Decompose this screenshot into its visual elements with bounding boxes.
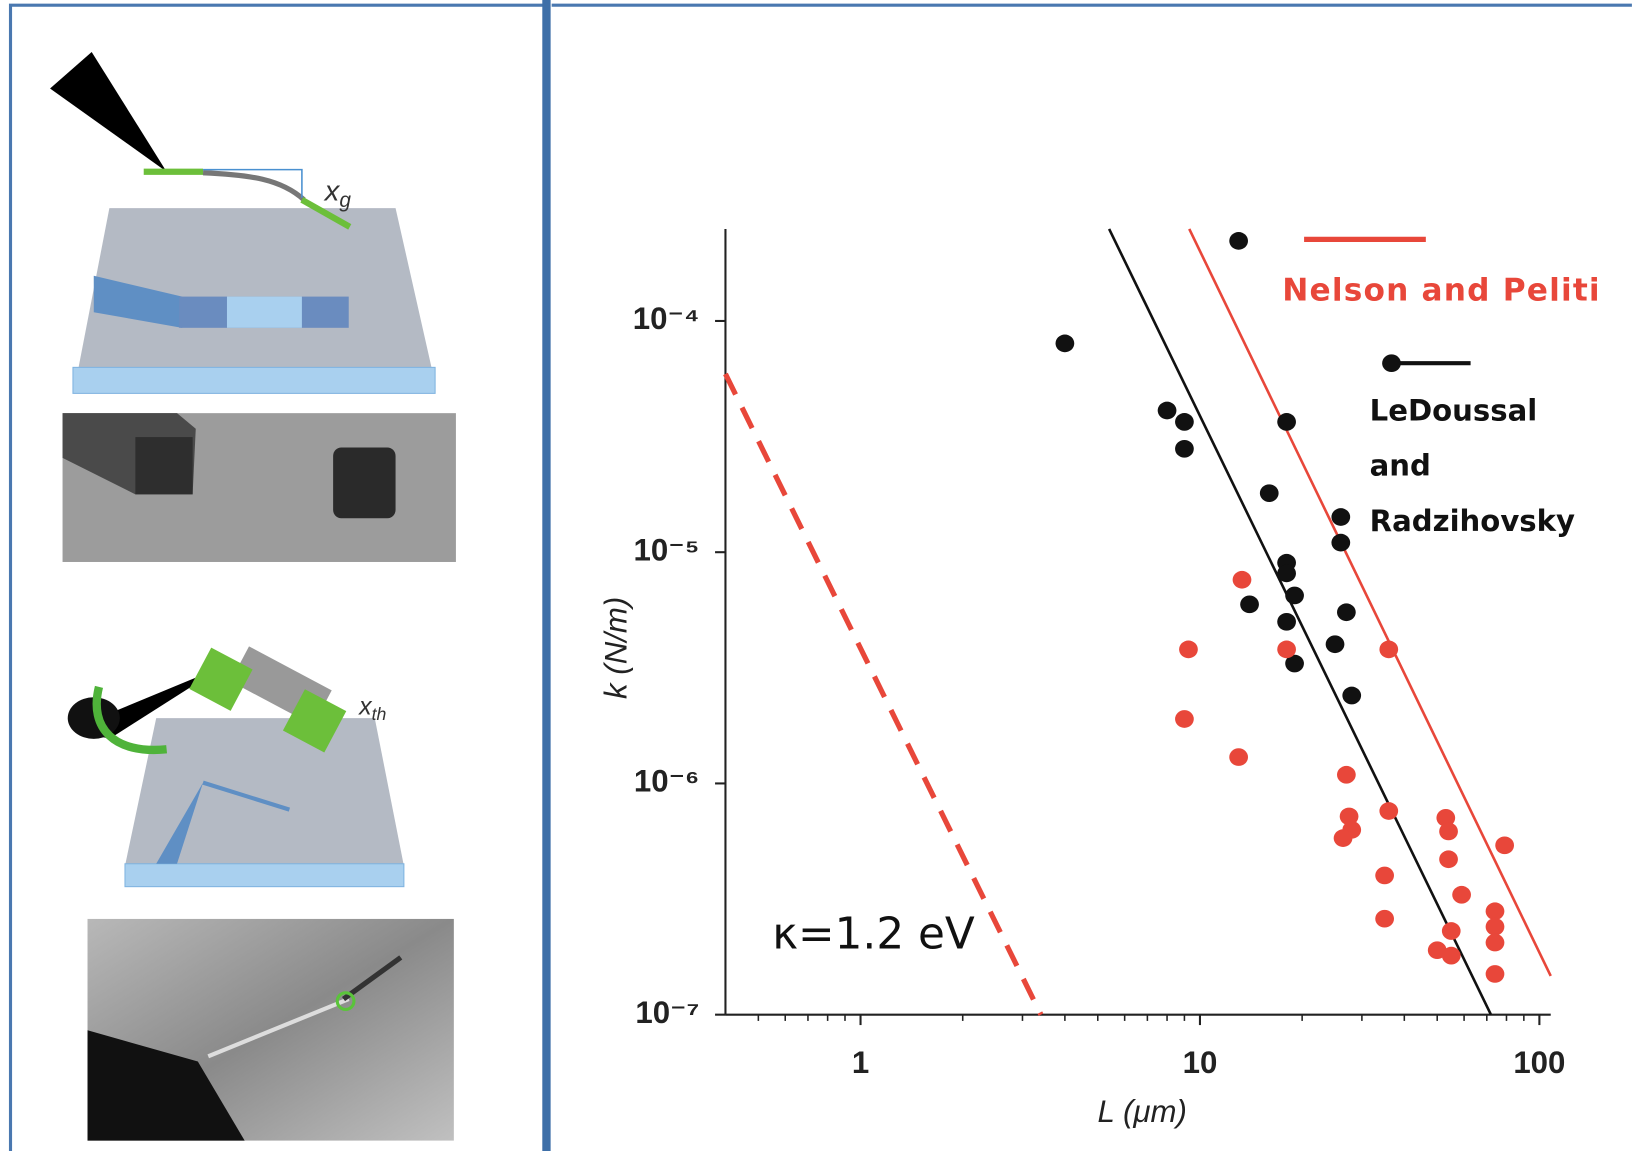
- photo-top: [63, 413, 456, 562]
- y-axis-label: k (N/m): [599, 597, 634, 699]
- illustration-top: xg: [50, 52, 435, 393]
- data-point: [1439, 850, 1458, 868]
- data-point: [1277, 565, 1296, 583]
- data-point: [1233, 571, 1252, 589]
- data-point: [1337, 766, 1356, 784]
- legend-box: LeDoussal and Radzihovsky: [1370, 383, 1632, 560]
- fit-line: [1109, 229, 1491, 1015]
- data-point: [1277, 641, 1296, 659]
- data-point: [1337, 603, 1356, 621]
- y-tick-label: 10⁻⁵: [634, 532, 700, 567]
- data-point: [1229, 748, 1248, 766]
- y-tick-label: 10⁻⁶: [634, 764, 700, 799]
- page: xg xth 1 10 100 10⁻⁷ 10⁻⁶ 10⁻⁵ 10⁻⁴ L (μm) k (N/…: [0, 0, 1632, 1156]
- figure: xg xth 1 10 100 10⁻⁷ 10⁻⁶ 10⁻⁵ 10⁻⁴ L (μm) k (N/…: [0, 0, 1632, 1151]
- data-point: [1326, 635, 1345, 653]
- y-tick-label: 10⁻⁷: [635, 995, 699, 1030]
- data-point: [1375, 910, 1394, 928]
- x-tick-label: 100: [1513, 1045, 1565, 1080]
- data-point: [1342, 687, 1361, 705]
- data-point: [1277, 413, 1296, 431]
- data-point: [1331, 534, 1350, 552]
- data-point: [1179, 641, 1198, 659]
- x-tick-label: 1: [852, 1045, 869, 1080]
- data-point: [1452, 886, 1471, 904]
- data-point: [1056, 335, 1075, 353]
- data-point: [1486, 918, 1505, 936]
- data-point: [1229, 232, 1248, 250]
- data-point: [1379, 802, 1398, 820]
- data-point: [1260, 484, 1279, 502]
- x-tick-label: 10: [1183, 1045, 1218, 1080]
- data-point: [1277, 613, 1296, 631]
- data-point: [1285, 587, 1304, 605]
- data-point: [1334, 829, 1353, 847]
- data-point: [1442, 922, 1461, 940]
- legend-marker: [1382, 354, 1401, 372]
- plot: 1 10 100 10⁻⁷ 10⁻⁶ 10⁻⁵ 10⁻⁴ L (μm) k (N/m) κ=1.2…: [599, 229, 1632, 1129]
- data-point: [1442, 947, 1461, 965]
- annotation: κ=1.2 eV: [772, 909, 975, 960]
- data-point: [1439, 823, 1458, 841]
- data-point: [1486, 934, 1505, 952]
- data-point: [1486, 965, 1505, 983]
- y-tick-label: 10⁻⁴: [633, 301, 700, 336]
- legend-label: LeDoussal and Radzihovsky: [1370, 383, 1575, 548]
- data-point: [1175, 710, 1194, 728]
- data-point: [1375, 867, 1394, 885]
- legend-label: Nelson and Peliti: [1282, 272, 1599, 308]
- photo-bottom: [88, 919, 454, 1141]
- data-point: [1175, 440, 1194, 458]
- data-point: [1240, 595, 1259, 613]
- data-point: [1175, 413, 1194, 431]
- data-point: [1331, 508, 1350, 526]
- illustration-bottom: xth: [68, 646, 404, 886]
- data-point: [1486, 902, 1505, 920]
- data-point: [1495, 836, 1514, 854]
- data-point: [1158, 402, 1177, 420]
- label-xth: xth: [358, 692, 386, 723]
- label-xg: xg: [323, 175, 352, 211]
- x-axis-label: L (μm): [1098, 1094, 1187, 1129]
- data-point: [1379, 641, 1398, 659]
